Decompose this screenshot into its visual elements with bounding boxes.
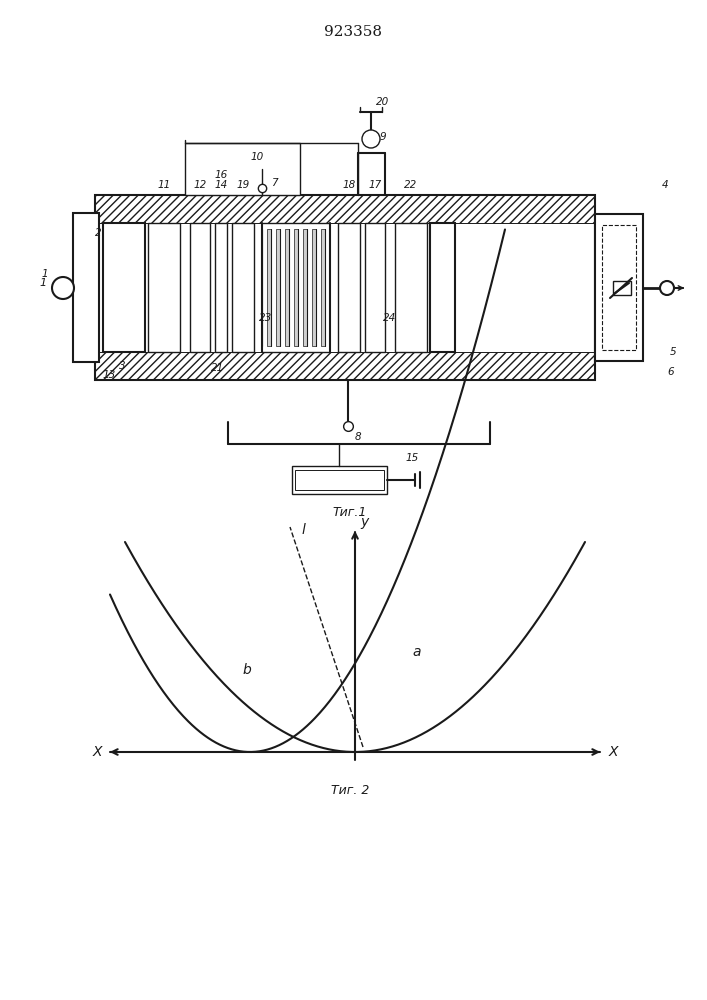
Bar	[613, 281, 631, 295]
Bar	[190, 223, 210, 352]
Bar	[338, 223, 360, 352]
Text: 6: 6	[667, 367, 674, 377]
Text: 14: 14	[214, 180, 228, 190]
Text: b: b	[243, 663, 252, 677]
Text: 5: 5	[670, 347, 677, 357]
Bar	[312, 229, 317, 346]
Circle shape	[362, 130, 380, 148]
Bar	[293, 229, 298, 346]
Text: X: X	[608, 745, 618, 759]
Text: 9: 9	[380, 132, 386, 142]
Bar	[602, 225, 636, 350]
Bar	[595, 214, 643, 361]
Text: 2: 2	[95, 228, 101, 238]
Text: 1: 1	[40, 278, 47, 288]
Text: Τиг.1: Τиг.1	[333, 506, 367, 518]
Text: 16: 16	[214, 170, 228, 180]
Text: 13: 13	[103, 370, 116, 380]
Bar	[103, 223, 145, 352]
Text: 923358: 923358	[324, 25, 382, 39]
Text: 17: 17	[368, 180, 382, 190]
Bar	[365, 223, 385, 352]
Text: 10: 10	[250, 152, 264, 162]
Bar	[285, 229, 289, 346]
Circle shape	[52, 277, 74, 299]
Bar	[185, 143, 300, 195]
Bar	[73, 213, 99, 362]
Bar	[321, 229, 325, 346]
Bar	[95, 195, 595, 380]
Bar	[267, 229, 271, 346]
Text: 11: 11	[158, 180, 170, 190]
Bar	[232, 223, 254, 352]
Bar	[95, 195, 595, 223]
Bar	[292, 466, 387, 494]
Text: 18: 18	[342, 180, 356, 190]
Bar	[395, 223, 427, 352]
Text: 3: 3	[119, 361, 125, 371]
Text: 7: 7	[271, 178, 277, 188]
Text: 12: 12	[194, 180, 206, 190]
Text: 4: 4	[662, 180, 668, 190]
Text: l: l	[301, 523, 305, 537]
Bar	[276, 229, 280, 346]
Text: 1: 1	[42, 269, 48, 279]
Text: Τиг. 2: Τиг. 2	[331, 784, 369, 796]
Text: 23: 23	[259, 313, 273, 323]
Text: 8: 8	[355, 432, 361, 442]
Circle shape	[660, 281, 674, 295]
Text: 22: 22	[404, 180, 418, 190]
Text: 21: 21	[211, 363, 225, 373]
Text: 20: 20	[376, 97, 390, 107]
Bar	[430, 223, 455, 352]
Bar	[148, 223, 180, 352]
Bar	[295, 470, 384, 490]
Bar	[95, 352, 595, 380]
Text: 24: 24	[383, 313, 397, 323]
Bar	[215, 223, 227, 352]
Text: y: y	[360, 515, 368, 529]
Bar	[303, 229, 308, 346]
Text: 19: 19	[236, 180, 250, 190]
Text: a: a	[413, 645, 421, 659]
Text: X: X	[92, 745, 102, 759]
Text: 15: 15	[405, 453, 419, 463]
